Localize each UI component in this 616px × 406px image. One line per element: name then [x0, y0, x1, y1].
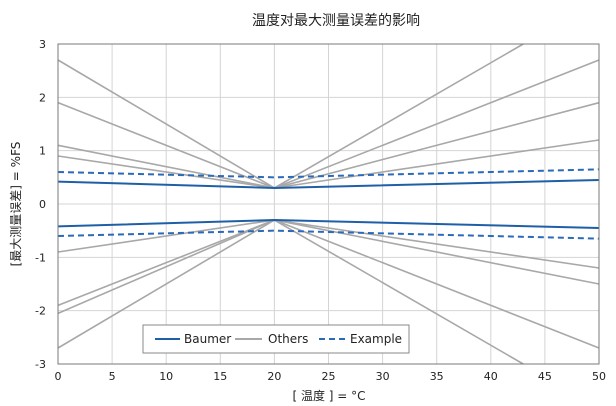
x-tick-label: 40: [484, 370, 498, 383]
x-tick-label: 20: [267, 370, 281, 383]
y-tick-label: 3: [39, 38, 46, 51]
plot-border: [57, 43, 600, 365]
x-tick-label: 45: [538, 370, 552, 383]
series-lines: [57, 43, 600, 365]
x-tick-label: 10: [159, 370, 173, 383]
y-tick-label: -1: [35, 251, 46, 264]
x-tick-label: 15: [213, 370, 227, 383]
legend-label-baumer: Baumer: [184, 332, 231, 346]
x-tick-label: 35: [430, 370, 444, 383]
legend-box: [142, 324, 410, 354]
x-tick-label: 25: [322, 370, 336, 383]
x-tick-label: 50: [592, 370, 606, 383]
series-line-baumer: [57, 179, 600, 190]
y-tick-label: 2: [39, 91, 46, 104]
y-axis-label: [最大测量误差] = %FS: [9, 142, 23, 267]
x-tick-label: 5: [109, 370, 116, 383]
chart-title: 温度对最大测量误差的影响: [252, 13, 420, 29]
y-tick-label: 0: [39, 198, 46, 211]
y-tick-label: -2: [35, 305, 46, 318]
series-line-example: [57, 229, 600, 240]
y-tick-label: -3: [35, 358, 46, 371]
x-axis-label: [ 温度 ] = °C: [292, 388, 365, 403]
legend: Baumer Others Example: [142, 324, 410, 354]
y-tick-labels: -3 -2 -1 0 1 2 3: [35, 38, 46, 371]
x-tick-label: 0: [55, 370, 62, 383]
legend-label-example: Example: [350, 332, 402, 346]
y-tick-label: 1: [39, 145, 46, 158]
series-line-example: [57, 168, 600, 179]
x-tick-labels: 0 5 10 15 20 25 30 35 40 45 50: [55, 370, 607, 383]
series-line-baumer: [57, 218, 600, 229]
x-tick-label: 30: [376, 370, 390, 383]
legend-label-others: Others: [268, 332, 308, 346]
